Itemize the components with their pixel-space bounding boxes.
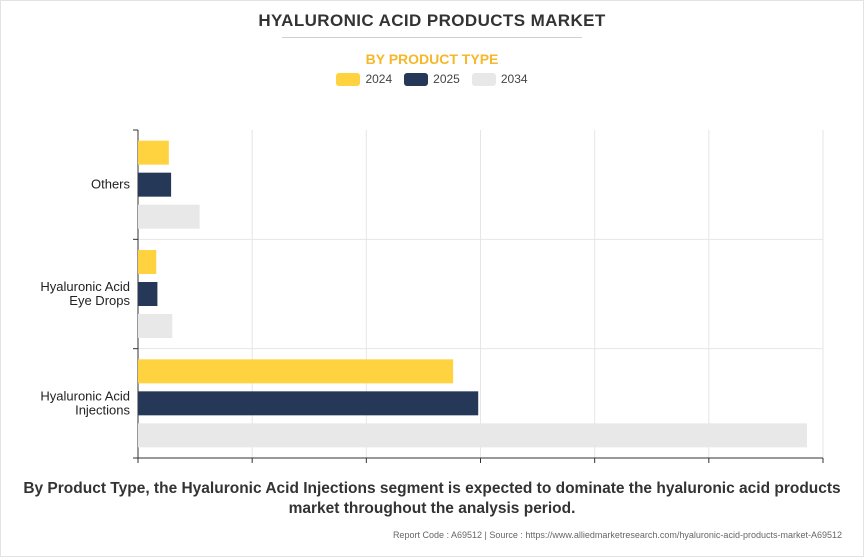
chart-subtitle: BY PRODUCT TYPE [365, 51, 499, 67]
legend-swatch-2025 [404, 72, 429, 86]
chart-title: HYALURONIC ACID PRODUCTS MARKET [258, 11, 606, 30]
bar-2024-2 [138, 359, 454, 384]
bar-2024-1 [138, 250, 157, 274]
legend-swatch-2034 [471, 72, 496, 86]
title-divider [282, 37, 582, 38]
bar-2025-0 [138, 172, 172, 197]
category-label: Hyaluronic Acid [40, 279, 130, 294]
bar-2025-2 [138, 391, 479, 416]
category-label: Hyaluronic Acid [40, 388, 130, 403]
legend-swatch-2024 [336, 72, 361, 86]
chart-caption: By Product Type, the Hyaluronic Acid Inj… [23, 480, 841, 517]
legend-item-2025[interactable]: 2025 [404, 72, 460, 86]
legend-item-2034[interactable]: 2034 [471, 72, 528, 86]
legend: 2024 2025 2034 [0, 72, 864, 86]
legend-label-2034: 2034 [500, 72, 528, 86]
source-note: Report Code : A69512 | Source : https://… [392, 530, 842, 540]
bar-2034-0 [138, 204, 200, 229]
bar-2025-1 [138, 282, 158, 306]
category-label: Injections [75, 402, 130, 417]
legend-label-2025: 2025 [433, 72, 460, 86]
bar-2024-0 [138, 140, 169, 165]
bar-2034-1 [138, 314, 173, 338]
category-label: Eye Drops [69, 293, 130, 308]
category-label: Others [91, 177, 131, 192]
legend-label-2024: 2024 [365, 72, 393, 86]
bar-2034-2 [138, 423, 808, 448]
legend-item-2024[interactable]: 2024 [336, 72, 392, 86]
